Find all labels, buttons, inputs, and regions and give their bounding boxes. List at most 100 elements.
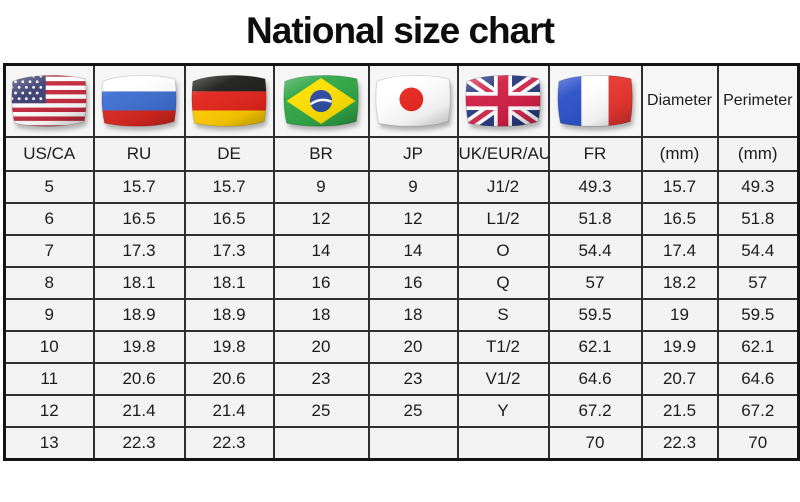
russia-flag-icon bbox=[101, 74, 177, 127]
code-label-row: US/CA RU DE BR JP UK/EUR/AU FR (mm) (mm) bbox=[3, 136, 800, 172]
size-cell: 64.6 bbox=[716, 362, 800, 396]
united-states-flag-cell bbox=[3, 63, 95, 138]
size-cell: 54.4 bbox=[547, 234, 643, 268]
page-title: National size chart bbox=[246, 10, 555, 51]
brazil-flag-icon bbox=[283, 74, 359, 127]
size-cell: 7 bbox=[3, 234, 95, 268]
germany-flag-cell bbox=[183, 63, 275, 138]
size-cell: 14 bbox=[367, 234, 459, 268]
size-cell: Y bbox=[456, 394, 550, 428]
size-cell: 19.9 bbox=[640, 330, 719, 364]
united-kingdom-flag-cell bbox=[456, 63, 550, 138]
size-cell: 18.1 bbox=[183, 266, 275, 300]
russia-flag-cell bbox=[92, 63, 186, 138]
size-cell: 19.8 bbox=[183, 330, 275, 364]
size-cell: 16 bbox=[367, 266, 459, 300]
column-label-diameter: (mm) bbox=[640, 136, 719, 172]
size-cell: 17.3 bbox=[92, 234, 186, 268]
size-cell: 9 bbox=[367, 170, 459, 204]
size-cell: 20.7 bbox=[640, 362, 719, 396]
column-label-de: DE bbox=[183, 136, 275, 172]
column-label-ru: RU bbox=[92, 136, 186, 172]
size-cell bbox=[272, 426, 370, 461]
size-cell: 20 bbox=[367, 330, 459, 364]
size-cell: 19 bbox=[640, 298, 719, 332]
size-cell: 54.4 bbox=[716, 234, 800, 268]
size-cell: 12 bbox=[367, 202, 459, 236]
size-cell: 18.9 bbox=[92, 298, 186, 332]
size-cell: 70 bbox=[716, 426, 800, 461]
germany-flag-icon bbox=[191, 74, 267, 127]
flag-header-row: Diameter Perimeter bbox=[3, 63, 800, 138]
size-cell: 16.5 bbox=[92, 202, 186, 236]
size-cell: 64.6 bbox=[547, 362, 643, 396]
size-cell: 15.7 bbox=[640, 170, 719, 204]
size-cell: Q bbox=[456, 266, 550, 300]
size-cell: 18.1 bbox=[92, 266, 186, 300]
size-cell: 13 bbox=[3, 426, 95, 461]
size-cell: 21.5 bbox=[640, 394, 719, 428]
size-cell: T1/2 bbox=[456, 330, 550, 364]
size-cell: 67.2 bbox=[716, 394, 800, 428]
size-cell: 49.3 bbox=[716, 170, 800, 204]
size-cell: 20 bbox=[272, 330, 370, 364]
size-cell: 67.2 bbox=[547, 394, 643, 428]
size-cell: 62.1 bbox=[547, 330, 643, 364]
size-cell: 15.7 bbox=[92, 170, 186, 204]
size-cell: 25 bbox=[272, 394, 370, 428]
size-cell: 49.3 bbox=[547, 170, 643, 204]
size-cell: 57 bbox=[547, 266, 643, 300]
united-states-flag-icon bbox=[11, 74, 87, 127]
size-cell: V1/2 bbox=[456, 362, 550, 396]
size-cell: 59.5 bbox=[716, 298, 800, 332]
size-cell: 11 bbox=[3, 362, 95, 396]
table-row: 13 22.3 22.3 70 22.3 70 bbox=[3, 426, 800, 461]
size-cell: 23 bbox=[367, 362, 459, 396]
size-cell: 17.4 bbox=[640, 234, 719, 268]
size-cell: 51.8 bbox=[547, 202, 643, 236]
size-cell: 70 bbox=[547, 426, 643, 461]
size-cell: 8 bbox=[3, 266, 95, 300]
size-cell: 9 bbox=[272, 170, 370, 204]
size-cell bbox=[456, 426, 550, 461]
table-row: 11 20.6 20.6 23 23 V1/2 64.6 20.7 64.6 bbox=[3, 362, 800, 396]
table-row: 7 17.3 17.3 14 14 O 54.4 17.4 54.4 bbox=[3, 234, 800, 268]
column-label-jp: JP bbox=[367, 136, 459, 172]
table-row: 6 16.5 16.5 12 12 L1/2 51.8 16.5 51.8 bbox=[3, 202, 800, 236]
perimeter-header: Perimeter bbox=[716, 63, 800, 138]
diameter-header: Diameter bbox=[640, 63, 719, 138]
japan-flag-icon bbox=[375, 74, 451, 127]
size-cell: 16 bbox=[272, 266, 370, 300]
size-cell: 10 bbox=[3, 330, 95, 364]
size-cell: 18.2 bbox=[640, 266, 719, 300]
size-cell: 62.1 bbox=[716, 330, 800, 364]
size-cell: 18 bbox=[272, 298, 370, 332]
size-cell: 25 bbox=[367, 394, 459, 428]
size-cell: 18.9 bbox=[183, 298, 275, 332]
table-row: 5 15.7 15.7 9 9 J1/2 49.3 15.7 49.3 bbox=[3, 170, 800, 204]
size-cell: 5 bbox=[3, 170, 95, 204]
column-label-perimeter: (mm) bbox=[716, 136, 800, 172]
size-cell: 21.4 bbox=[183, 394, 275, 428]
united-kingdom-flag-icon bbox=[465, 74, 541, 127]
size-cell: 23 bbox=[272, 362, 370, 396]
size-cell: 20.6 bbox=[92, 362, 186, 396]
size-cell: 19.8 bbox=[92, 330, 186, 364]
size-cell: 12 bbox=[3, 394, 95, 428]
size-cell: O bbox=[456, 234, 550, 268]
size-cell: 51.8 bbox=[716, 202, 800, 236]
table-row: 9 18.9 18.9 18 18 S 59.5 19 59.5 bbox=[3, 298, 800, 332]
france-flag-cell bbox=[547, 63, 643, 138]
size-cell: J1/2 bbox=[456, 170, 550, 204]
brazil-flag-cell bbox=[272, 63, 370, 138]
table-row: 8 18.1 18.1 16 16 Q 57 18.2 57 bbox=[3, 266, 800, 300]
column-label-uk: UK/EUR/AU bbox=[456, 136, 550, 172]
japan-flag-cell bbox=[367, 63, 459, 138]
size-cell: 59.5 bbox=[547, 298, 643, 332]
size-cell: 12 bbox=[272, 202, 370, 236]
size-cell: 14 bbox=[272, 234, 370, 268]
france-flag-icon bbox=[557, 74, 633, 127]
table-row: 10 19.8 19.8 20 20 T1/2 62.1 19.9 62.1 bbox=[3, 330, 800, 364]
size-cell: 21.4 bbox=[92, 394, 186, 428]
size-cell: 57 bbox=[716, 266, 800, 300]
